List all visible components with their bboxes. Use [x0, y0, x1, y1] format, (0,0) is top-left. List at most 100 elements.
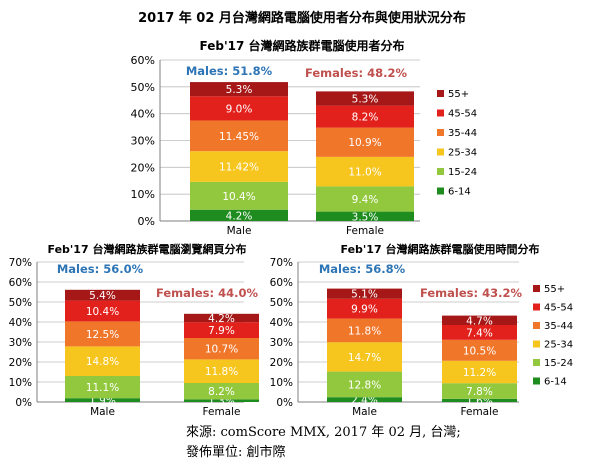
bar-male-25-34 — [327, 342, 402, 372]
data-label: 10.4% — [86, 306, 119, 318]
legend-label: 55+ — [544, 284, 565, 295]
data-label: 11.2% — [463, 367, 496, 379]
chart-usage-time-distribution: Feb'17 台灣網路族群電腦使用時間分布 0% 10% 20% 30% 40% 50% 60… — [270, 242, 573, 418]
y-tick-label: 50% — [270, 297, 293, 309]
bar-male-45-54 — [327, 298, 402, 319]
bar-male-15-24 — [65, 376, 140, 399]
bar-female-6-14 — [316, 211, 414, 221]
y-tick-label: 60% — [131, 54, 155, 67]
bar-male-35-44 — [327, 318, 402, 343]
y-tick-label: 10% — [270, 377, 293, 389]
bar-male-45-54 — [65, 300, 140, 322]
x-tick-label: Female — [461, 406, 499, 418]
bar-male-15-24 — [190, 181, 288, 210]
total-annotation: Males: 51.8% — [186, 64, 273, 78]
y-tick-label: 20% — [270, 357, 293, 369]
bar-female-6-14 — [184, 399, 259, 402]
data-label: 3.5% — [352, 211, 379, 223]
legend-label: 55+ — [448, 89, 469, 100]
chart-title: Feb'17 台灣網路族群電腦使用時間分布 — [341, 242, 540, 256]
bar-female-55 — [316, 91, 414, 106]
y-tick-label: 30% — [270, 337, 293, 349]
bar-female-6-14 — [442, 398, 517, 402]
data-label: 11.1% — [86, 382, 119, 394]
total-annotation: Females: 43.2% — [420, 286, 522, 300]
y-tick-label: 10% — [131, 188, 155, 201]
bar-male-6-14 — [327, 397, 402, 402]
y-tick-label: 70% — [270, 257, 293, 269]
data-label: 11.0% — [348, 167, 381, 179]
legend-label: 45-54 — [544, 303, 573, 314]
legend-swatch — [437, 129, 444, 136]
total-annotation: Males: 56.8% — [319, 262, 406, 276]
bar-female-35-44 — [316, 127, 414, 157]
bar-female-45-54 — [316, 105, 414, 128]
legend-label: 35-44 — [544, 321, 573, 332]
legend-swatch — [533, 340, 540, 348]
legend-swatch — [437, 109, 444, 117]
legend-swatch — [533, 322, 540, 329]
data-label: 14.8% — [86, 356, 119, 368]
bar-male-35-44 — [65, 321, 140, 347]
legend-label: 15-24 — [448, 167, 477, 178]
data-label: 5.1% — [351, 289, 378, 301]
data-label: 4.2% — [208, 313, 235, 325]
legend-swatch — [533, 285, 540, 292]
bar-female-35-44 — [184, 338, 259, 360]
legend-label: 25-34 — [544, 340, 573, 351]
x-tick-label: Male — [90, 406, 115, 418]
data-label: 11.8% — [348, 325, 381, 337]
y-tick-label: 60% — [9, 277, 32, 289]
y-tick-label: 50% — [9, 297, 32, 309]
y-tick-label: 60% — [270, 277, 293, 289]
y-tick-label: 50% — [131, 81, 155, 94]
x-tick-label: Male — [352, 406, 377, 418]
y-tick-label: 70% — [9, 257, 32, 269]
chart-user-distribution: Feb'17 台灣網路族群電腦使用者分布 0% 10% 20% 30% 40% 50% 60%… — [131, 38, 478, 237]
bar-male-55 — [327, 288, 402, 299]
data-label: 4.7% — [466, 315, 493, 327]
data-label: 11.8% — [205, 366, 238, 378]
x-tick-label: Female — [346, 225, 384, 237]
bar-male-6-14 — [190, 209, 288, 221]
y-tick-label: 20% — [131, 161, 155, 174]
data-label: 7.9% — [208, 325, 235, 337]
data-label: 10.9% — [348, 137, 381, 149]
legend-label: 45-54 — [448, 109, 477, 120]
bar-female-25-34 — [316, 156, 414, 187]
bar-male-15-24 — [327, 371, 402, 398]
legend-label: 6-14 — [448, 187, 471, 198]
legend-label: 6-14 — [544, 377, 567, 388]
bar-male-55 — [65, 289, 140, 301]
data-label: 12.5% — [86, 329, 119, 341]
data-label: 2.4% — [351, 395, 378, 407]
legend-label: 15-24 — [544, 358, 573, 369]
legend-swatch — [533, 303, 540, 311]
data-label: 11.42% — [219, 162, 259, 174]
bar-female-25-34 — [184, 359, 259, 383]
y-tick-label: 40% — [270, 317, 293, 329]
bar-female-45-54 — [442, 325, 517, 340]
bar-female-55 — [442, 315, 517, 325]
source-line-2: 發佈單位: 創市際 — [186, 445, 286, 460]
total-annotation: Females: 44.0% — [156, 286, 258, 300]
data-label: 8.2% — [352, 112, 379, 124]
bar-male-35-44 — [190, 120, 288, 152]
data-label: 5.4% — [89, 290, 116, 302]
data-label: 7.4% — [466, 327, 493, 339]
y-tick-label: 0% — [138, 215, 155, 228]
y-tick-label: 40% — [131, 108, 155, 121]
bar-male-6-14 — [65, 398, 140, 402]
total-annotation: Males: 56.0% — [57, 262, 144, 276]
bar-female-15-24 — [316, 186, 414, 212]
legend-swatch — [437, 90, 444, 97]
data-label: 11.45% — [219, 131, 259, 143]
legend-swatch — [437, 148, 444, 156]
data-label: 10.5% — [463, 345, 496, 357]
y-tick-label: 10% — [9, 377, 32, 389]
legend-label: 35-44 — [448, 128, 477, 139]
data-label: 8.2% — [208, 386, 235, 398]
bar-female-45-54 — [184, 322, 259, 338]
chart-title: Feb'17 台灣網路族群電腦使用者分布 — [200, 38, 405, 53]
